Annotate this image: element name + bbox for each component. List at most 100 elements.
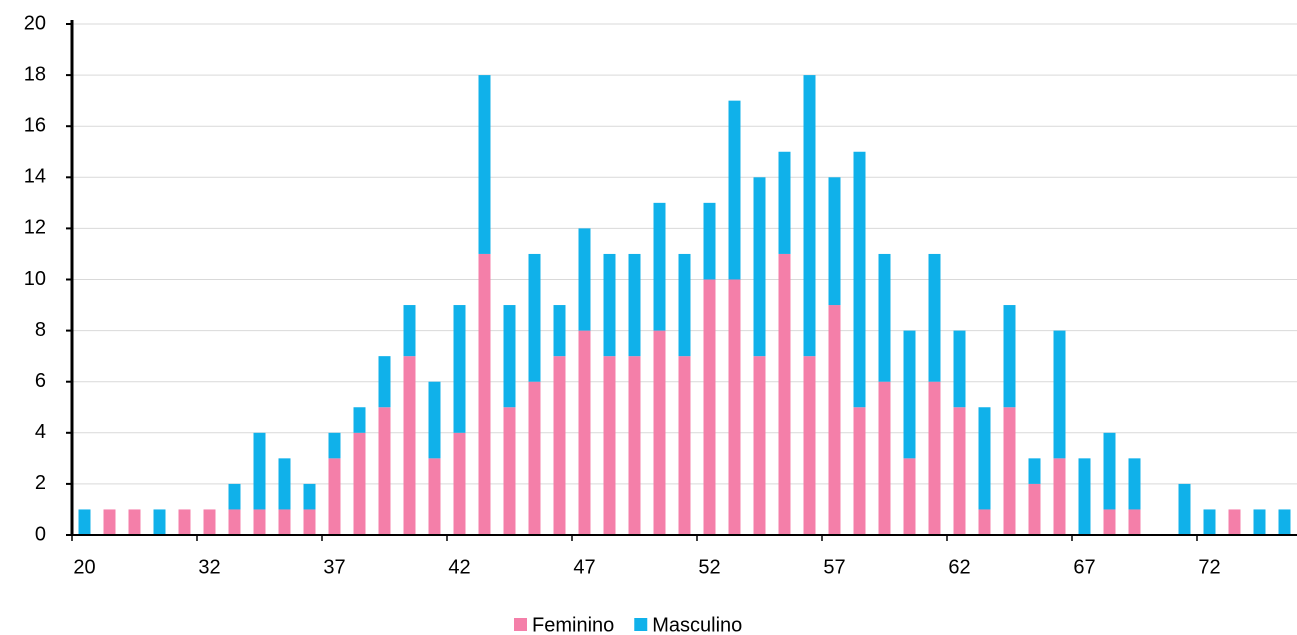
bar-segment [1028,483,1041,535]
bar-segment [728,279,741,535]
bar-segment [578,330,591,535]
bar-segment [628,253,641,357]
y-tick-label: 0 [35,523,46,545]
bar-segment [1028,458,1041,484]
y-tick-label: 10 [24,268,46,290]
bar-segment [803,356,816,535]
bar-segment [403,356,416,535]
bar-segment [528,253,541,382]
bar-segment [278,509,291,535]
bar-segment [1053,458,1066,535]
bar-segment [1228,509,1241,535]
bar-segment [553,356,566,535]
legend-swatch [514,618,527,631]
bar-segment [1003,305,1016,408]
bar-segment [128,509,141,535]
bar-segment [828,305,841,535]
bar-segment [1053,330,1066,459]
bar-segment [228,483,241,510]
y-tick-label: 16 [24,114,46,136]
bar-segment [928,253,941,382]
bar-segment [653,330,666,535]
bar-segment [1253,509,1266,535]
bar-segment [303,483,316,510]
bar-segment [328,432,341,459]
bar-segment [403,305,416,357]
bar-segment [1278,509,1291,535]
bar-segment [1128,458,1141,510]
bar-segment [828,177,841,306]
bar-segment [453,305,466,433]
bar-segment [603,253,616,357]
x-tick-label: 37 [323,556,345,578]
legend-label: Feminino [532,614,614,635]
bar-segment [478,75,491,254]
y-tick-label: 6 [35,370,46,392]
bar-segment [578,228,591,331]
bar-segment [953,407,966,535]
x-tick-label: 42 [448,556,470,578]
bar-segment [928,381,941,535]
bar-segment [1103,432,1116,510]
bar-segment [803,75,816,357]
bar-segment [528,381,541,535]
x-tick-label: 62 [948,556,970,578]
bar-segment [228,509,241,535]
x-tick-label: 20 [73,556,95,578]
bar-segment [1003,407,1016,535]
bar-segment [78,509,91,535]
bar-segment [553,305,566,357]
bar-segment [653,202,666,331]
bar-segment [103,509,116,535]
bar-segment [378,356,391,408]
bar-segment [953,330,966,408]
bar-segment [978,407,991,510]
bar-segment [678,356,691,535]
bar-segment [1178,483,1191,535]
x-tick-label: 67 [1073,556,1095,578]
bar-segment [753,356,766,535]
bar-segment [378,407,391,535]
bar-segment [778,151,791,254]
bar-segment [1078,458,1091,535]
legend-label: Masculino [652,614,742,635]
bar-segment [728,100,741,280]
x-tick-label: 72 [1198,556,1220,578]
bar-segment [503,305,516,408]
bar-segment [478,253,491,535]
bar-segment [753,177,766,357]
bar-segment [353,407,366,433]
bar-segment [328,458,341,535]
bar-segment [178,509,191,535]
x-tick-label: 52 [698,556,720,578]
bar-segment [503,407,516,535]
bar-segment [253,432,266,510]
x-tick-label: 32 [198,556,220,578]
bar-segment [428,458,441,535]
bar-segment [453,432,466,535]
x-tick-label: 47 [573,556,595,578]
bar-segment [203,509,216,535]
bar-segment [353,432,366,535]
bar-segment [878,253,891,382]
bar-segment [1103,509,1116,535]
bar-segment [978,509,991,535]
y-tick-label: 8 [35,319,46,341]
y-tick-label: 12 [24,217,46,239]
bar-segment [303,509,316,535]
bar-segment [253,509,266,535]
y-tick-label: 4 [35,421,46,443]
bar-segment [1203,509,1216,535]
x-tick-label: 57 [823,556,845,578]
bar-segment [428,381,441,459]
bar-segment [678,253,691,357]
bar-segment [703,202,716,280]
bar-segment [278,458,291,510]
bar-segment [603,356,616,535]
bar-segment [853,407,866,535]
bar-segment [153,509,166,535]
y-tick-label: 20 [24,12,46,34]
y-tick-label: 18 [24,63,46,85]
bar-segment [778,253,791,535]
